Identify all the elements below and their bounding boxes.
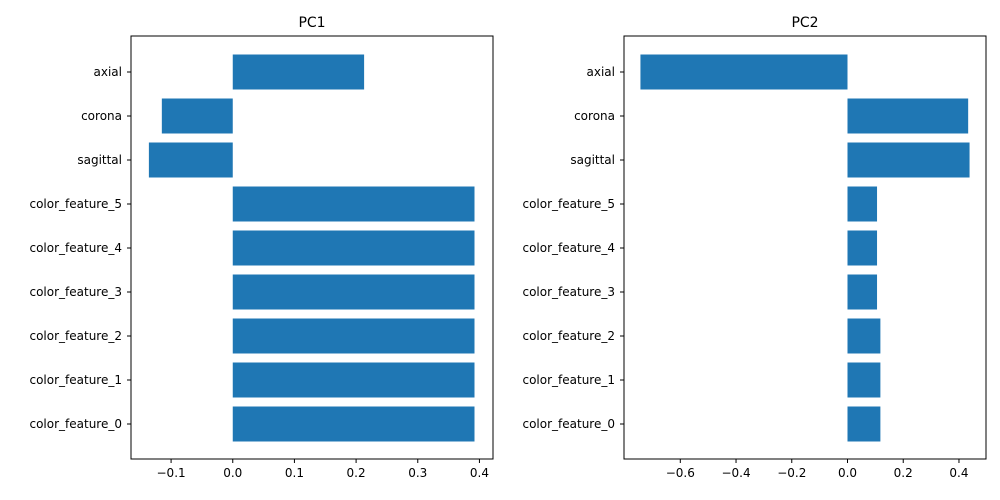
x-tick-label: 0.1 xyxy=(285,466,304,480)
y-tick-label: color_feature_0 xyxy=(29,417,122,431)
bar-color_feature_4 xyxy=(847,230,878,266)
y-tick-label: color_feature_4 xyxy=(522,241,615,255)
y-tick-label: color_feature_2 xyxy=(522,329,615,343)
chart-title: PC2 xyxy=(791,15,818,31)
x-tick-label: −0.6 xyxy=(666,466,695,480)
x-tick-label: 0.4 xyxy=(949,466,968,480)
y-tick-label: sagittal xyxy=(570,153,615,167)
y-tick-label: corona xyxy=(81,109,122,123)
x-tick-label: 0.0 xyxy=(223,466,242,480)
plot-frame xyxy=(623,35,987,460)
x-tick-label: −0.2 xyxy=(777,466,806,480)
x-tick-label: 0.2 xyxy=(894,466,913,480)
y-tick-label: axial xyxy=(587,65,615,79)
bar-corona xyxy=(847,98,969,134)
bar-color_feature_3 xyxy=(232,274,475,310)
bar-sagittal xyxy=(847,142,970,178)
chart-title: PC1 xyxy=(298,15,325,31)
bar-sagittal xyxy=(148,142,233,178)
x-tick-label: 0.3 xyxy=(408,466,427,480)
y-tick-label: color_feature_4 xyxy=(29,241,122,255)
y-tick-label: color_feature_2 xyxy=(29,329,122,343)
y-tick-label: color_feature_0 xyxy=(522,417,615,431)
plot-frame xyxy=(130,35,494,460)
bar-axial xyxy=(232,54,365,90)
y-tick-label: color_feature_1 xyxy=(29,373,122,387)
y-tick-label: color_feature_1 xyxy=(522,373,615,387)
bar-axial xyxy=(640,54,848,90)
pc2-panel: PC2 axial corona sagittal color_feature_5col… xyxy=(522,15,987,480)
bar-color_feature_2 xyxy=(232,318,475,354)
x-tick-label: −0.4 xyxy=(721,466,750,480)
x-tick-label: 0.4 xyxy=(470,466,489,480)
bar-color_feature_2 xyxy=(847,318,881,354)
y-tick-label: sagittal xyxy=(77,153,122,167)
y-tick-label: color_feature_3 xyxy=(29,285,122,299)
pc1-panel: PC1 axial corona sagittal color_feature_5col… xyxy=(29,15,494,480)
bar-corona xyxy=(161,98,233,134)
x-tick-label: −0.1 xyxy=(157,466,186,480)
bar-color_feature_4 xyxy=(232,230,475,266)
bar-color_feature_0 xyxy=(232,406,475,442)
bar-color_feature_1 xyxy=(232,362,475,398)
y-tick-label: color_feature_5 xyxy=(522,197,615,211)
y-tick-label: axial xyxy=(94,65,122,79)
x-tick-label: 0.2 xyxy=(347,466,366,480)
bar-color_feature_1 xyxy=(847,362,881,398)
y-tick-label: corona xyxy=(574,109,615,123)
bar-color_feature_5 xyxy=(232,186,475,222)
x-tick-label: 0.0 xyxy=(838,466,857,480)
bar-color_feature_3 xyxy=(847,274,878,310)
bar-color_feature_0 xyxy=(847,406,881,442)
y-tick-label: color_feature_3 xyxy=(522,285,615,299)
y-tick-label: color_feature_5 xyxy=(29,197,122,211)
bar-color_feature_5 xyxy=(847,186,878,222)
